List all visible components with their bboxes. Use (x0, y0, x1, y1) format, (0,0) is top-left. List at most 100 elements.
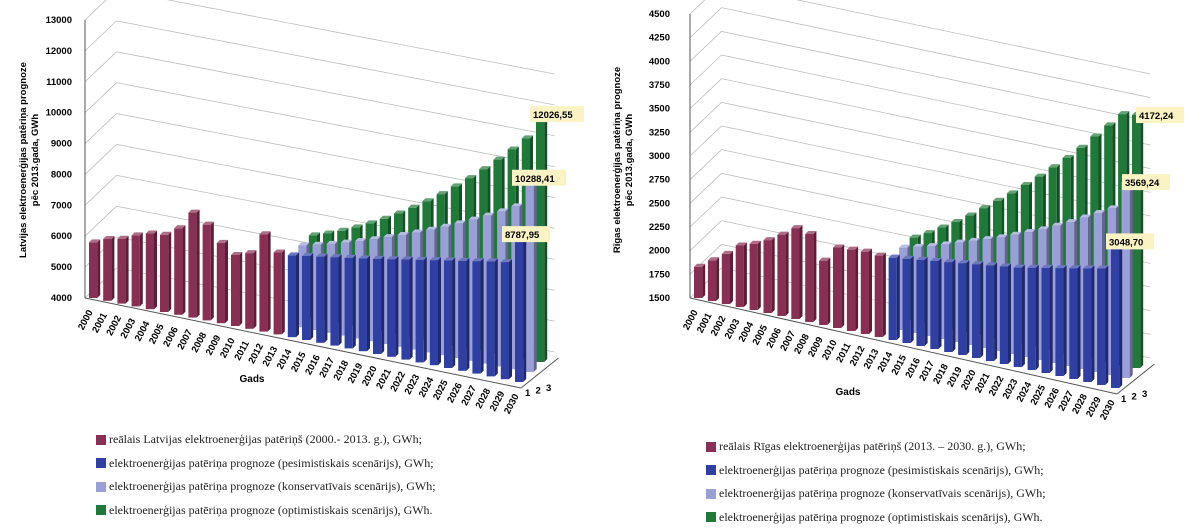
bar-side (296, 252, 299, 337)
y-tick-label: 12000 (46, 46, 72, 57)
legend-label: elektroenerģijas patēriņa prognoze (pesi… (719, 463, 1044, 478)
bar (861, 249, 872, 334)
bar (526, 175, 537, 372)
gridline (722, 0, 1151, 74)
bar-front (764, 240, 772, 313)
legend-swatch-real (706, 442, 716, 452)
callout-label: 4172,24 (1139, 111, 1174, 122)
bar-side (481, 258, 484, 373)
bar-side (925, 257, 928, 346)
y-axis-title-line: Rīgas elektroenerģijas patēriņa prognoze (612, 67, 623, 253)
y-tick-label: 5000 (51, 262, 72, 273)
bar-front (302, 256, 310, 340)
bar-front (288, 255, 296, 337)
bar (777, 232, 788, 316)
y-tick-label: 10000 (46, 108, 72, 119)
gridline (117, 83, 555, 167)
x-axis-title: Gads (835, 387, 860, 398)
y-tick-label: 8000 (51, 169, 72, 180)
bar-front (972, 264, 980, 358)
bar-side (239, 252, 242, 326)
bar-front (777, 235, 785, 316)
bar-front (89, 242, 97, 298)
depth-tick-label: 3 (1142, 389, 1147, 400)
bar-front (903, 259, 911, 343)
bar-side (438, 257, 441, 365)
y-tick-label: 9000 (51, 139, 72, 150)
gridline-side (690, 102, 722, 132)
gridline-side (690, 221, 722, 251)
legend-swatch-optimistic (96, 505, 106, 515)
gridline-side (85, 114, 117, 144)
bar (89, 239, 100, 298)
bar-front (833, 248, 841, 328)
bar-front (274, 253, 282, 335)
gridline-side (690, 126, 722, 156)
bar-front (1111, 241, 1119, 388)
bar (1122, 179, 1133, 378)
bar (373, 256, 384, 354)
y-tick-label: 3750 (649, 80, 670, 91)
bar (736, 242, 747, 307)
bar (203, 222, 214, 321)
bar-side (800, 225, 803, 319)
bar (274, 250, 285, 335)
gridline-side (690, 173, 722, 203)
bar-side (744, 242, 747, 307)
bar-front (188, 213, 196, 318)
bar-front (117, 239, 125, 304)
latvia-legend: reālais Latvijas elektroenerģijas patēri… (96, 428, 436, 522)
gridline-side (690, 8, 722, 38)
callout-label: 8787,95 (505, 230, 540, 241)
x-axis-title: Gads (239, 374, 264, 385)
bar (791, 225, 802, 319)
bar-side (154, 231, 157, 310)
bar-side (855, 247, 858, 331)
bar-side (410, 257, 413, 360)
bar (847, 247, 858, 331)
bar-front (1097, 269, 1105, 385)
bar (958, 260, 969, 355)
bar (359, 256, 370, 352)
legend-item-conservative: elektroenerģijas patēriņa prognoze (kons… (706, 482, 1046, 506)
legend-label: elektroenerģijas patēriņa prognoze (opti… (109, 503, 433, 518)
bar (288, 252, 299, 337)
bar-side (523, 231, 526, 382)
bar-side (869, 249, 872, 334)
bar (416, 257, 427, 363)
bar-front (1014, 268, 1022, 367)
bar-side (339, 254, 342, 345)
gridline (117, 21, 555, 105)
y-axis-title: Latvijas elektroenerģijas patēriņa progn… (18, 62, 41, 258)
bar-side (381, 256, 384, 354)
legend-item-optimistic: elektroenerģijas patēriņa prognoze (opti… (96, 499, 436, 523)
bar-front (722, 254, 730, 304)
legend-item-pessimistic: elektroenerģijas patēriņa prognoze (pesi… (706, 459, 1046, 483)
gridline (722, 8, 1151, 98)
legend-label: reālais Rīgas elektroenerģijas patēriņš … (719, 439, 1026, 454)
gridline-side (690, 79, 722, 109)
bar-front (819, 261, 827, 325)
depth-tick-label: 1 (525, 388, 531, 399)
bar (833, 245, 844, 328)
bar (1042, 265, 1053, 373)
bar-front (501, 262, 509, 379)
y-tick-label: 2500 (649, 198, 670, 209)
y-tick-label: 4250 (649, 33, 670, 44)
bar-front (1028, 268, 1036, 370)
riga-legend: reālais Rīgas elektroenerģijas patēriņš … (706, 435, 1046, 529)
y-tick-label: 2000 (649, 246, 670, 257)
bar-side (730, 251, 733, 304)
bar-side (994, 262, 997, 361)
callout-label: 3048,70 (1109, 237, 1143, 248)
bar-side (225, 240, 228, 323)
bar-front (217, 243, 225, 323)
gridline (722, 55, 1151, 145)
legend-item-real: reālais Latvijas elektroenerģijas patēri… (96, 428, 436, 452)
y-tick-label: 3000 (649, 151, 670, 162)
bar-front (458, 261, 466, 371)
bar-front (401, 260, 409, 360)
bar-front (1083, 268, 1091, 382)
bar-side (883, 253, 886, 337)
legend-label: elektroenerģijas patēriņa prognoze (opti… (719, 510, 1043, 525)
